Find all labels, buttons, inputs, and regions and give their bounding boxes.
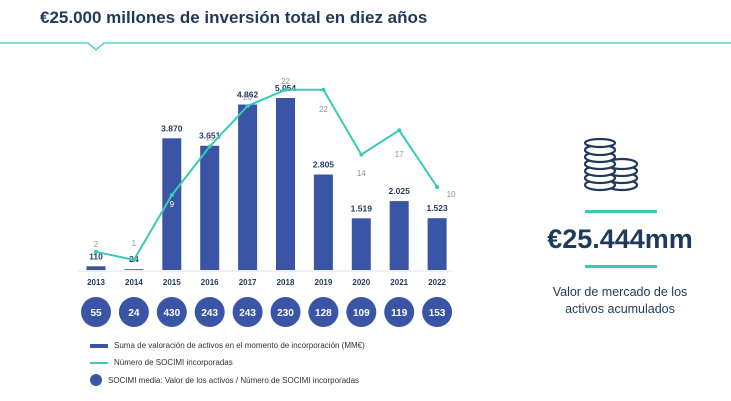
kpi-label-line2: activos acumulados xyxy=(565,302,675,316)
bar xyxy=(200,145,220,270)
x-tick-label: 2018 xyxy=(277,278,295,287)
bar-value-label: 2.805 xyxy=(313,160,335,170)
average-circle xyxy=(422,297,453,327)
x-tick-label: 2020 xyxy=(352,278,370,287)
line-point xyxy=(283,87,288,92)
average-value-label: 243 xyxy=(201,308,218,319)
bar xyxy=(124,269,144,270)
bar xyxy=(389,201,409,270)
bar-value-label: 110 xyxy=(89,251,103,261)
average-circle xyxy=(81,297,111,327)
average-value-label: 128 xyxy=(315,308,332,319)
kpi-label: Valor de mercado de los activos acumulad… xyxy=(535,284,705,318)
legend-circles: SOCIMI media: Valor de los activos / Núm… xyxy=(90,374,359,386)
average-circle xyxy=(346,297,377,327)
x-tick-label: 2016 xyxy=(201,278,219,287)
x-tick-label: 2015 xyxy=(163,278,181,287)
line-point xyxy=(245,104,250,108)
x-tick-label: 2013 xyxy=(87,278,105,287)
average-circle xyxy=(118,297,149,327)
kpi-label-line1: Valor de mercado de los xyxy=(552,285,688,299)
average-circle xyxy=(308,297,339,327)
line-point xyxy=(169,193,174,198)
line-point xyxy=(207,144,212,149)
average-value-label: 243 xyxy=(239,308,256,319)
line-value-label: 2 xyxy=(94,240,99,249)
line-point xyxy=(131,257,136,262)
average-circle xyxy=(384,297,415,327)
bar xyxy=(351,218,371,270)
socimi-count-line xyxy=(95,88,438,262)
average-value-label: 119 xyxy=(391,308,408,319)
kpi-divider-bottom xyxy=(585,265,657,268)
bar xyxy=(313,174,333,270)
bar-value-label: 3.870 xyxy=(161,123,183,133)
line-value-label: 9 xyxy=(170,200,175,209)
average-value-label: 430 xyxy=(163,308,180,319)
bar xyxy=(162,138,182,270)
bar-value-label: 4.862 xyxy=(237,90,259,100)
kpi-value: €25.444mm xyxy=(547,224,693,254)
bar-value-label: 3.651 xyxy=(199,131,221,141)
line-value-label: 22 xyxy=(281,77,290,86)
line-value-label: 14 xyxy=(357,169,366,178)
line-point xyxy=(397,128,402,133)
legend-line-label: Número de SOCIMI incorporadas xyxy=(114,358,233,367)
average-circle xyxy=(156,297,187,327)
bar-value-label: 1.519 xyxy=(351,203,373,213)
bar xyxy=(276,98,295,270)
x-tick-label: 2014 xyxy=(125,278,143,287)
average-circle xyxy=(232,297,263,327)
bar xyxy=(427,218,447,270)
line-value-label: 17 xyxy=(395,150,404,159)
x-tick-label: 2019 xyxy=(315,278,333,287)
x-tick-label: 2017 xyxy=(239,278,257,287)
legend-circles-swatch xyxy=(90,374,102,386)
line-value-label: 15 xyxy=(205,134,214,143)
average-value-label: 109 xyxy=(353,308,370,319)
average-circle xyxy=(194,297,225,327)
legend-line: Número de SOCIMI incorporadas xyxy=(90,358,233,367)
bar xyxy=(238,104,258,270)
legend-bars: Suma de valoración de activos en el mome… xyxy=(90,341,365,350)
page-title: €25.000 millones de inversión total en d… xyxy=(40,8,428,27)
line-point xyxy=(359,152,364,157)
bar-value-label: 2.025 xyxy=(389,186,411,196)
line-point xyxy=(94,249,98,254)
average-circle xyxy=(270,297,301,327)
average-value-label: 24 xyxy=(128,308,140,319)
line-point xyxy=(321,87,326,92)
legend-line-swatch xyxy=(90,361,108,364)
line-value-label: 20 xyxy=(243,93,252,102)
average-value-label: 230 xyxy=(277,308,294,319)
header-divider xyxy=(0,42,731,51)
x-tick-label: 2022 xyxy=(428,278,446,287)
bar-value-label: 1.523 xyxy=(426,203,448,213)
legend-circles-label: SOCIMI media: Valor de los activos / Núm… xyxy=(108,375,360,385)
legend-bars-swatch xyxy=(90,343,108,348)
average-value-label: 153 xyxy=(429,308,446,319)
legend-bars-label: Suma de valoración de activos en el mome… xyxy=(114,341,365,350)
line-value-label: 22 xyxy=(319,105,328,114)
coins-icon xyxy=(583,138,639,192)
line-point xyxy=(435,185,440,189)
x-tick-label: 2021 xyxy=(390,278,408,287)
kpi-divider-top xyxy=(585,210,657,213)
bar xyxy=(86,266,106,270)
line-value-label: 10 xyxy=(447,190,456,199)
line-value-label: 1 xyxy=(132,239,137,248)
average-value-label: 55 xyxy=(90,308,102,319)
